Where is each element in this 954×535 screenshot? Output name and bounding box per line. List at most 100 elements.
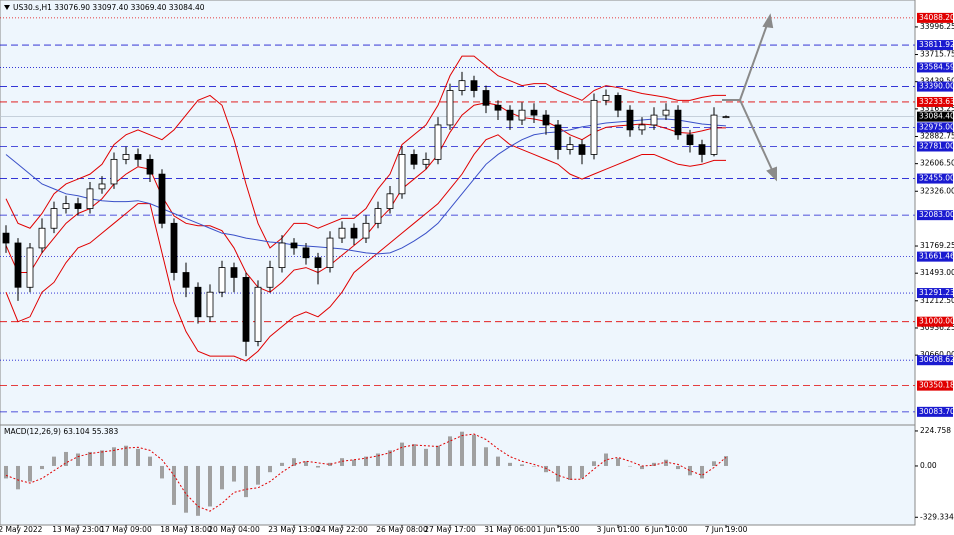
- level-label: 32975.00: [919, 122, 954, 131]
- macd-bar: [232, 465, 236, 482]
- x-tick-label: 6 Jun 10:00: [645, 525, 688, 534]
- macd-bar: [28, 465, 32, 482]
- candle-body: [434, 124, 442, 160]
- candle-body: [398, 154, 406, 195]
- y-tick-label: 33996.25: [920, 22, 954, 31]
- macd-bar: [268, 465, 272, 473]
- level-label-box: [917, 316, 953, 327]
- macd-bar: [688, 465, 692, 476]
- candle-body: [266, 267, 274, 288]
- macd-bar: [448, 436, 452, 466]
- level-label: 32455.00: [919, 174, 954, 183]
- candle-body: [110, 158, 118, 185]
- candle-body: [362, 222, 370, 239]
- macd-bar: [580, 465, 584, 479]
- macd-bar: [388, 450, 392, 466]
- candle-body: [506, 109, 514, 121]
- macd-bar: [652, 462, 656, 466]
- y-tick-label: 0.00: [920, 461, 937, 470]
- macd-bar: [208, 465, 212, 507]
- macd-bar: [316, 465, 320, 468]
- macd-panel: [0, 424, 916, 526]
- candle-body: [662, 109, 670, 116]
- candle-body: [134, 154, 142, 160]
- level-label-box: [917, 96, 953, 107]
- level-label-box: [917, 380, 953, 391]
- y-tick-label: 30660.00: [920, 350, 954, 359]
- last-price-label: 33084.40: [919, 112, 954, 121]
- macd-bar: [532, 465, 536, 467]
- x-tick-label: 26 May 08:00: [376, 525, 428, 534]
- y-tick-label: 33439.50: [920, 77, 954, 86]
- x-tick-label: 27 May 17:00: [424, 525, 476, 534]
- menu-icon[interactable]: [4, 5, 10, 10]
- candle-body: [182, 272, 190, 288]
- x-tick-label: 12 May 2022: [0, 525, 43, 534]
- candle-body: [278, 242, 286, 268]
- last-price-box: [917, 111, 953, 122]
- candle-body: [62, 203, 70, 209]
- candle-body: [566, 144, 574, 150]
- arrow-up: [739, 21, 769, 101]
- candle-body: [518, 109, 526, 121]
- candle-body: [578, 144, 586, 155]
- y-tick-label: -329.334: [920, 512, 954, 521]
- indicator-line: [5, 134, 726, 362]
- macd-bar: [160, 465, 164, 479]
- x-tick-label: 18 May 18:00: [160, 525, 212, 534]
- candle-body: [542, 114, 550, 126]
- macd-bar: [544, 465, 548, 473]
- candle-body: [122, 154, 130, 160]
- candle-body: [650, 114, 658, 126]
- macd-bar: [292, 458, 296, 466]
- candle-body: [146, 158, 154, 175]
- macd-bar: [400, 442, 404, 466]
- candle-body: [698, 144, 706, 155]
- macd-bar: [244, 465, 248, 498]
- candle-body: [446, 90, 454, 126]
- level-label: 30350.18: [919, 381, 954, 390]
- level-label-box: [917, 40, 953, 51]
- x-tick-label: 17 May 09:00: [100, 525, 152, 534]
- macd-bar: [484, 447, 488, 466]
- candle-body: [98, 183, 106, 190]
- arrow-head: [762, 13, 774, 29]
- y-tick-label: 31212.50: [920, 296, 954, 305]
- level-label: 30608.62: [919, 355, 954, 364]
- candle-body: [26, 247, 34, 288]
- level-label-box: [917, 406, 953, 417]
- macd-bar: [340, 458, 344, 466]
- candle-body: [554, 124, 562, 150]
- level-label-box: [917, 355, 953, 366]
- macd-bar: [472, 434, 476, 466]
- macd-bar: [172, 465, 176, 505]
- y-tick-label: 31769.25: [920, 241, 954, 250]
- candle-body: [350, 227, 358, 239]
- plot-layer: 33996.25 33715.75 33439.50 33163.25 32882.75…: [0, 13, 954, 534]
- candle-body: [590, 99, 598, 155]
- y-tick-label: 33715.75: [920, 50, 954, 59]
- level-label: 33584.59: [919, 62, 954, 71]
- candle-body: [14, 242, 22, 288]
- candle-body: [674, 109, 682, 136]
- candle-body: [686, 134, 694, 146]
- level-label: 31291.23: [919, 288, 954, 297]
- macd-bar: [40, 465, 44, 470]
- candle-body: [338, 227, 346, 239]
- macd-bar: [556, 465, 560, 482]
- macd-bar: [640, 465, 644, 470]
- macd-bar: [136, 448, 140, 466]
- macd-bar: [112, 447, 116, 466]
- candle-body: [530, 109, 538, 116]
- y-tick-label: 33163.25: [920, 104, 954, 113]
- candle-body: [374, 208, 382, 224]
- candle-body: [50, 208, 58, 229]
- macd-bar: [124, 445, 128, 466]
- macd-bar: [616, 458, 620, 466]
- arrow-down: [739, 99, 774, 173]
- level-label: 33390.00: [919, 82, 954, 91]
- level-label: 32083.00: [919, 210, 954, 219]
- macd-bar: [64, 451, 68, 466]
- level-label-box: [917, 81, 953, 92]
- macd-bar: [184, 465, 188, 513]
